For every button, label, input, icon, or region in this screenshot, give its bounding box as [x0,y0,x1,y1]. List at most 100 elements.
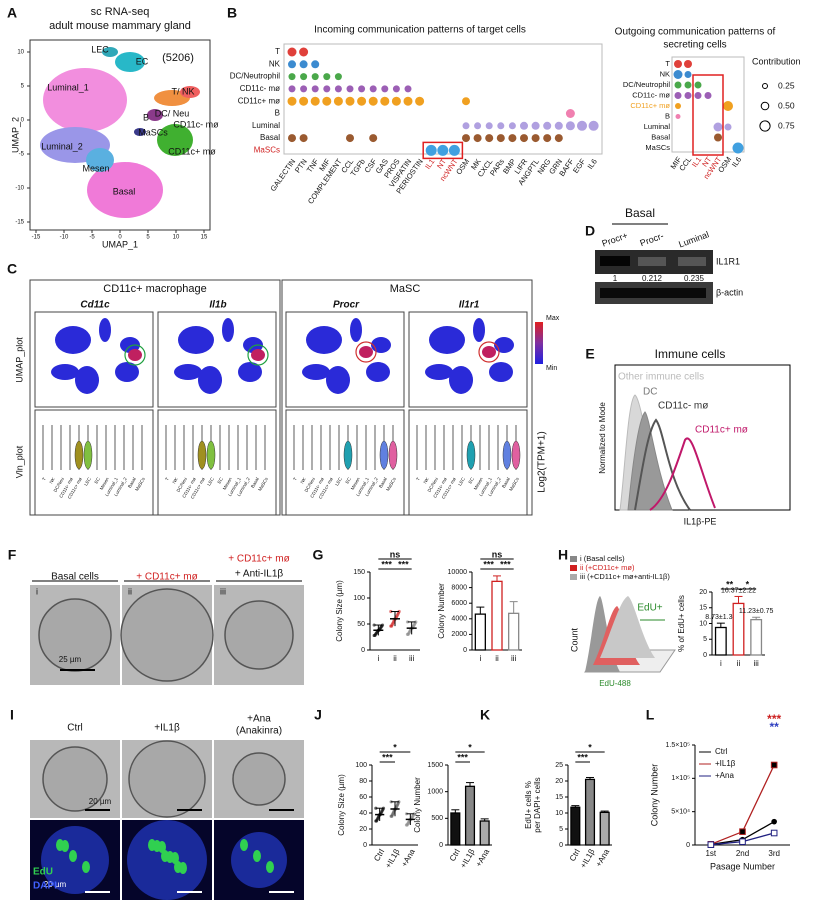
y-tick-label: 15 [699,605,707,612]
cluster-label: Basal [113,186,136,196]
panel-c-art [29,279,533,516]
umap-blob [115,362,139,382]
marker [707,841,715,848]
dot [299,96,309,106]
edu-spot [158,841,166,853]
dot [334,73,342,81]
flow-h [584,596,676,673]
y-tick-label: 40 [359,810,367,817]
jitter [372,633,376,638]
y-tick-label: 20 [699,589,707,596]
y-tick-label: 0 [686,842,690,849]
y-tick-label: 2000 [451,631,467,638]
umap-blob [99,318,111,342]
jitter [389,814,393,818]
row-label: CD11c- mø [240,84,280,93]
y-tick-label: 500 [431,815,443,822]
violin-body [206,440,216,470]
dot [392,85,400,93]
umap-blob [238,362,262,382]
axis-label: Count [569,628,579,653]
y-tick-label: 0 [361,647,365,654]
title: sc RNA-seq [91,6,150,18]
legend-label: 0.75 [778,120,795,130]
cluster-label: Luminal_1 [47,82,89,92]
violin-body [466,440,476,470]
dot [311,85,319,93]
dot [704,92,712,99]
row-label: Luminal [644,122,671,131]
value-label: 16.37±2.22 [721,587,756,594]
edu-spot [69,850,77,862]
row-label: T [275,47,280,56]
y-tick-label: 20 [359,826,367,833]
panel-label: E [585,346,594,362]
row-label: B [665,111,670,120]
umap-blob [178,326,214,354]
marker [739,838,746,845]
panel-label: F [8,547,17,563]
y-axis-label: Colony Number [413,777,422,833]
bar [450,812,461,846]
axis-label: EdU-488 [599,679,631,688]
jitter [389,624,393,628]
dot [543,134,552,143]
axis-label: UMAP_2 [10,117,20,153]
row-label: Vln_plot [14,445,24,478]
organoid [128,740,206,818]
legend-label: Ctrl [715,747,728,756]
panel-label: L [646,707,655,723]
y-tick-label: 50 [357,621,365,628]
violin-body [388,440,398,470]
dot [311,73,319,81]
highlight [692,74,724,156]
gate-label: EdU+ [637,603,662,614]
cluster-label: B [143,112,149,122]
x-tick-label: i [479,654,481,663]
dot [694,81,702,89]
dot [311,60,320,69]
condition-label: (Anakinra) [236,726,282,737]
cluster-blob [180,86,200,98]
blot-band [638,257,666,266]
axis-label: UMAP_1 [102,239,138,249]
dot [462,122,470,130]
panel-label: A [7,5,17,21]
jitter [405,632,410,637]
panel-label: I [10,707,14,723]
dot [473,134,482,143]
condition-label: Ctrl [67,723,83,734]
marker [770,829,778,837]
dot [474,122,482,130]
frame [281,279,533,516]
axis-label: Normalized to Mode [598,402,607,474]
vln-frame [285,409,405,516]
bar [474,613,486,651]
y-tick-label: 4000 [451,616,467,623]
organoid [224,600,294,670]
jitter [372,623,376,627]
row-label: UMAP_plot [14,337,24,383]
y-tick-label: 5 [559,826,563,833]
dot [381,85,389,93]
roman-label: i [36,586,38,596]
violin-body [197,440,207,470]
gene-name: Il1r1 [459,300,480,311]
cluster-blob [115,52,145,72]
edu-spot [82,861,90,873]
vln-category: NK [171,477,178,485]
x-tick-label: ii [737,659,741,668]
tick-label: -15 [32,235,41,241]
y-tick-label: 1000 [427,789,443,796]
legend-label: 0.50 [778,100,795,110]
grid-frame [671,56,745,153]
edu-spot [240,839,248,851]
gene-name: Cd11c [80,300,110,311]
legend-label: CD11c- mø [658,401,708,412]
y-tick-label: 15 [555,794,563,801]
row-label: Basal [260,133,280,142]
significance: *** [500,559,511,569]
dot [554,134,563,143]
vln-category: T [415,476,421,481]
